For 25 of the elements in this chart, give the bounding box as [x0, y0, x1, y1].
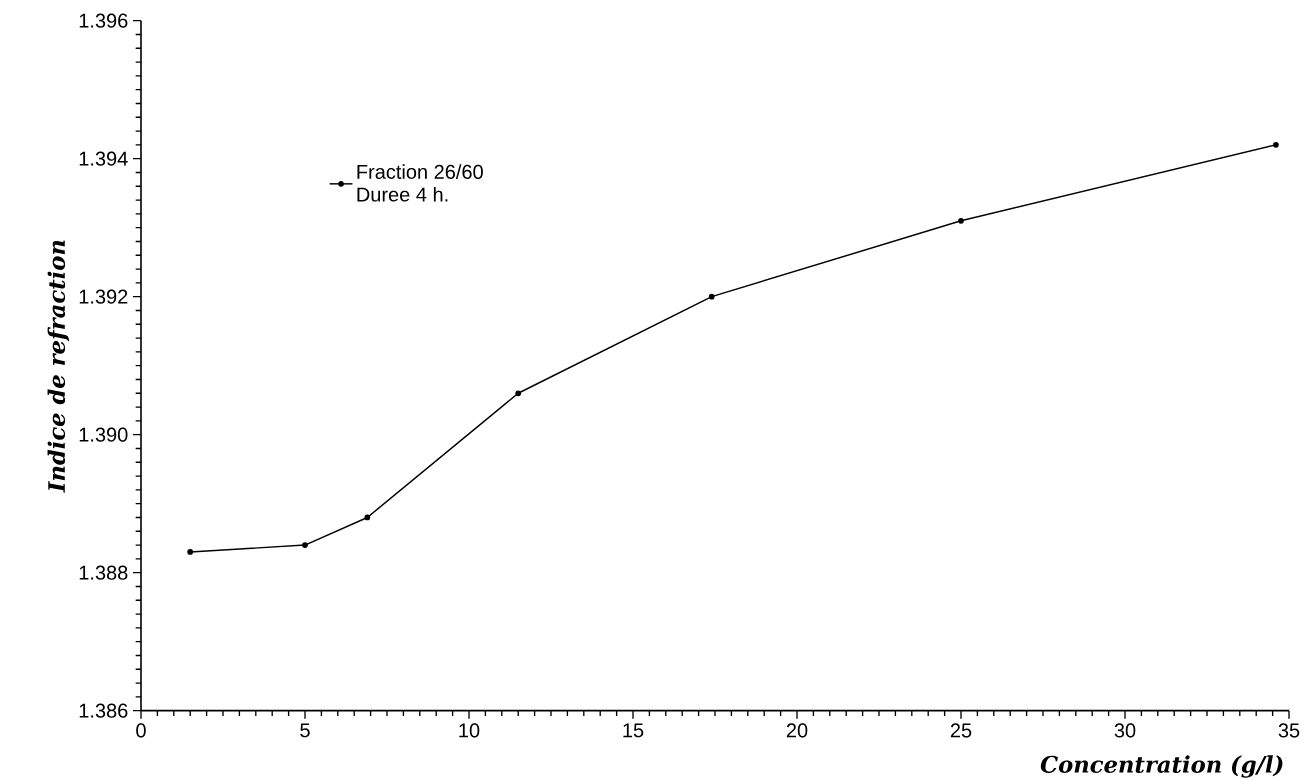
point [187, 549, 194, 555]
y-axis-title: Indice de refraction [47, 240, 70, 493]
point [364, 514, 371, 521]
point [708, 293, 715, 300]
point [958, 217, 964, 224]
x-axis-title: Concentration (g/l) [1040, 755, 1283, 778]
y-tick-label: 1.396 [79, 13, 128, 28]
point [1273, 141, 1279, 148]
annotation: Duree 4 h. [357, 186, 448, 202]
x-tick-label: 10 [459, 723, 480, 738]
y-tick-label: 1.388 [79, 565, 128, 580]
point [302, 542, 308, 548]
x-tick-label: 25 [950, 723, 972, 738]
x-tick-label: 15 [623, 723, 644, 738]
y-tick-label: 1.392 [79, 289, 128, 304]
y-tick-label: 1.386 [79, 703, 128, 718]
legend-label: Fraction 26/60 [357, 164, 483, 179]
y-tick-label: 1.394 [79, 151, 128, 166]
point [515, 390, 522, 397]
x-tick-label: 30 [1114, 723, 1136, 738]
x-tick-label: 20 [786, 723, 808, 738]
x-tick-label: 35 [1278, 723, 1300, 738]
x-tick-label: 0 [136, 723, 146, 738]
x-tick-label: 5 [300, 723, 310, 738]
y-tick-label: 1.390 [79, 427, 128, 442]
